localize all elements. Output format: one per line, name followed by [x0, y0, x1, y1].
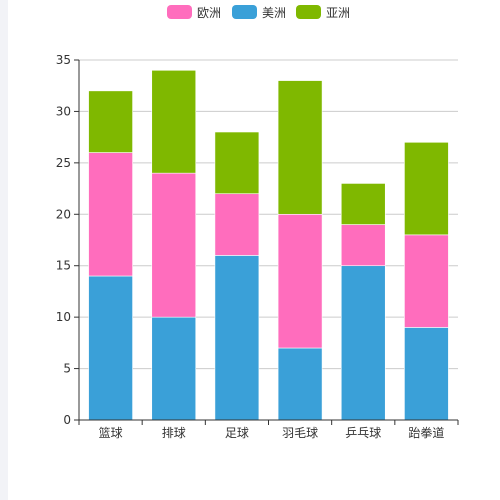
bar-segment[interactable] — [404, 327, 449, 421]
bar-segment[interactable] — [277, 80, 323, 215]
y-tick-label: 20 — [56, 207, 71, 221]
x-tick-label: 篮球 — [99, 425, 123, 440]
bar-segment[interactable] — [340, 224, 386, 267]
x-tick-label: 乒乓球 — [345, 426, 381, 440]
y-tick-label: 10 — [56, 310, 71, 324]
legend-label-asia: 亚洲 — [326, 5, 351, 20]
bar-segment[interactable] — [214, 131, 260, 195]
legend-swatch-asia — [296, 5, 321, 19]
y-tick-label: 15 — [56, 259, 71, 273]
x-tick-label: 跆拳道 — [408, 425, 444, 440]
y-tick-label: 30 — [56, 104, 71, 118]
x-tick-label: 足球 — [225, 426, 249, 440]
legend-swatch-americas — [232, 5, 257, 19]
y-tick-label: 25 — [56, 156, 71, 170]
chart-legend: 欧洲 美洲 亚洲 — [0, 3, 500, 21]
legend-label-americas: 美洲 — [262, 5, 287, 20]
legend-label-europe: 欧洲 — [197, 5, 222, 20]
bar-segment[interactable] — [214, 193, 260, 256]
y-tick-label: 5 — [63, 362, 71, 376]
y-tick-label: 35 — [56, 53, 71, 67]
legend-item-asia[interactable]: 亚洲 — [296, 3, 350, 21]
bar-segment[interactable] — [404, 234, 449, 328]
bar-segment[interactable] — [214, 255, 260, 421]
bar-segment[interactable] — [88, 90, 133, 153]
legend-item-europe[interactable]: 欧洲 — [167, 3, 221, 21]
bar-segment[interactable] — [404, 141, 449, 236]
bar-segment[interactable] — [340, 183, 386, 225]
bar-segment[interactable] — [277, 213, 323, 349]
bar-segment[interactable] — [340, 265, 386, 421]
left-edge-strip — [0, 0, 8, 500]
x-tick-label: 羽毛球 — [282, 426, 318, 440]
bar-segment[interactable] — [277, 347, 323, 421]
bar-segment[interactable] — [151, 172, 197, 318]
legend-item-americas[interactable]: 美洲 — [232, 3, 286, 21]
bar-segment[interactable] — [88, 275, 133, 421]
bar-segment[interactable] — [151, 69, 197, 174]
x-tick-label: 排球 — [162, 426, 186, 440]
y-tick-label: 0 — [63, 413, 71, 427]
legend-swatch-europe — [167, 5, 192, 19]
bar-segment[interactable] — [151, 316, 197, 421]
bar-segment[interactable] — [88, 152, 133, 277]
